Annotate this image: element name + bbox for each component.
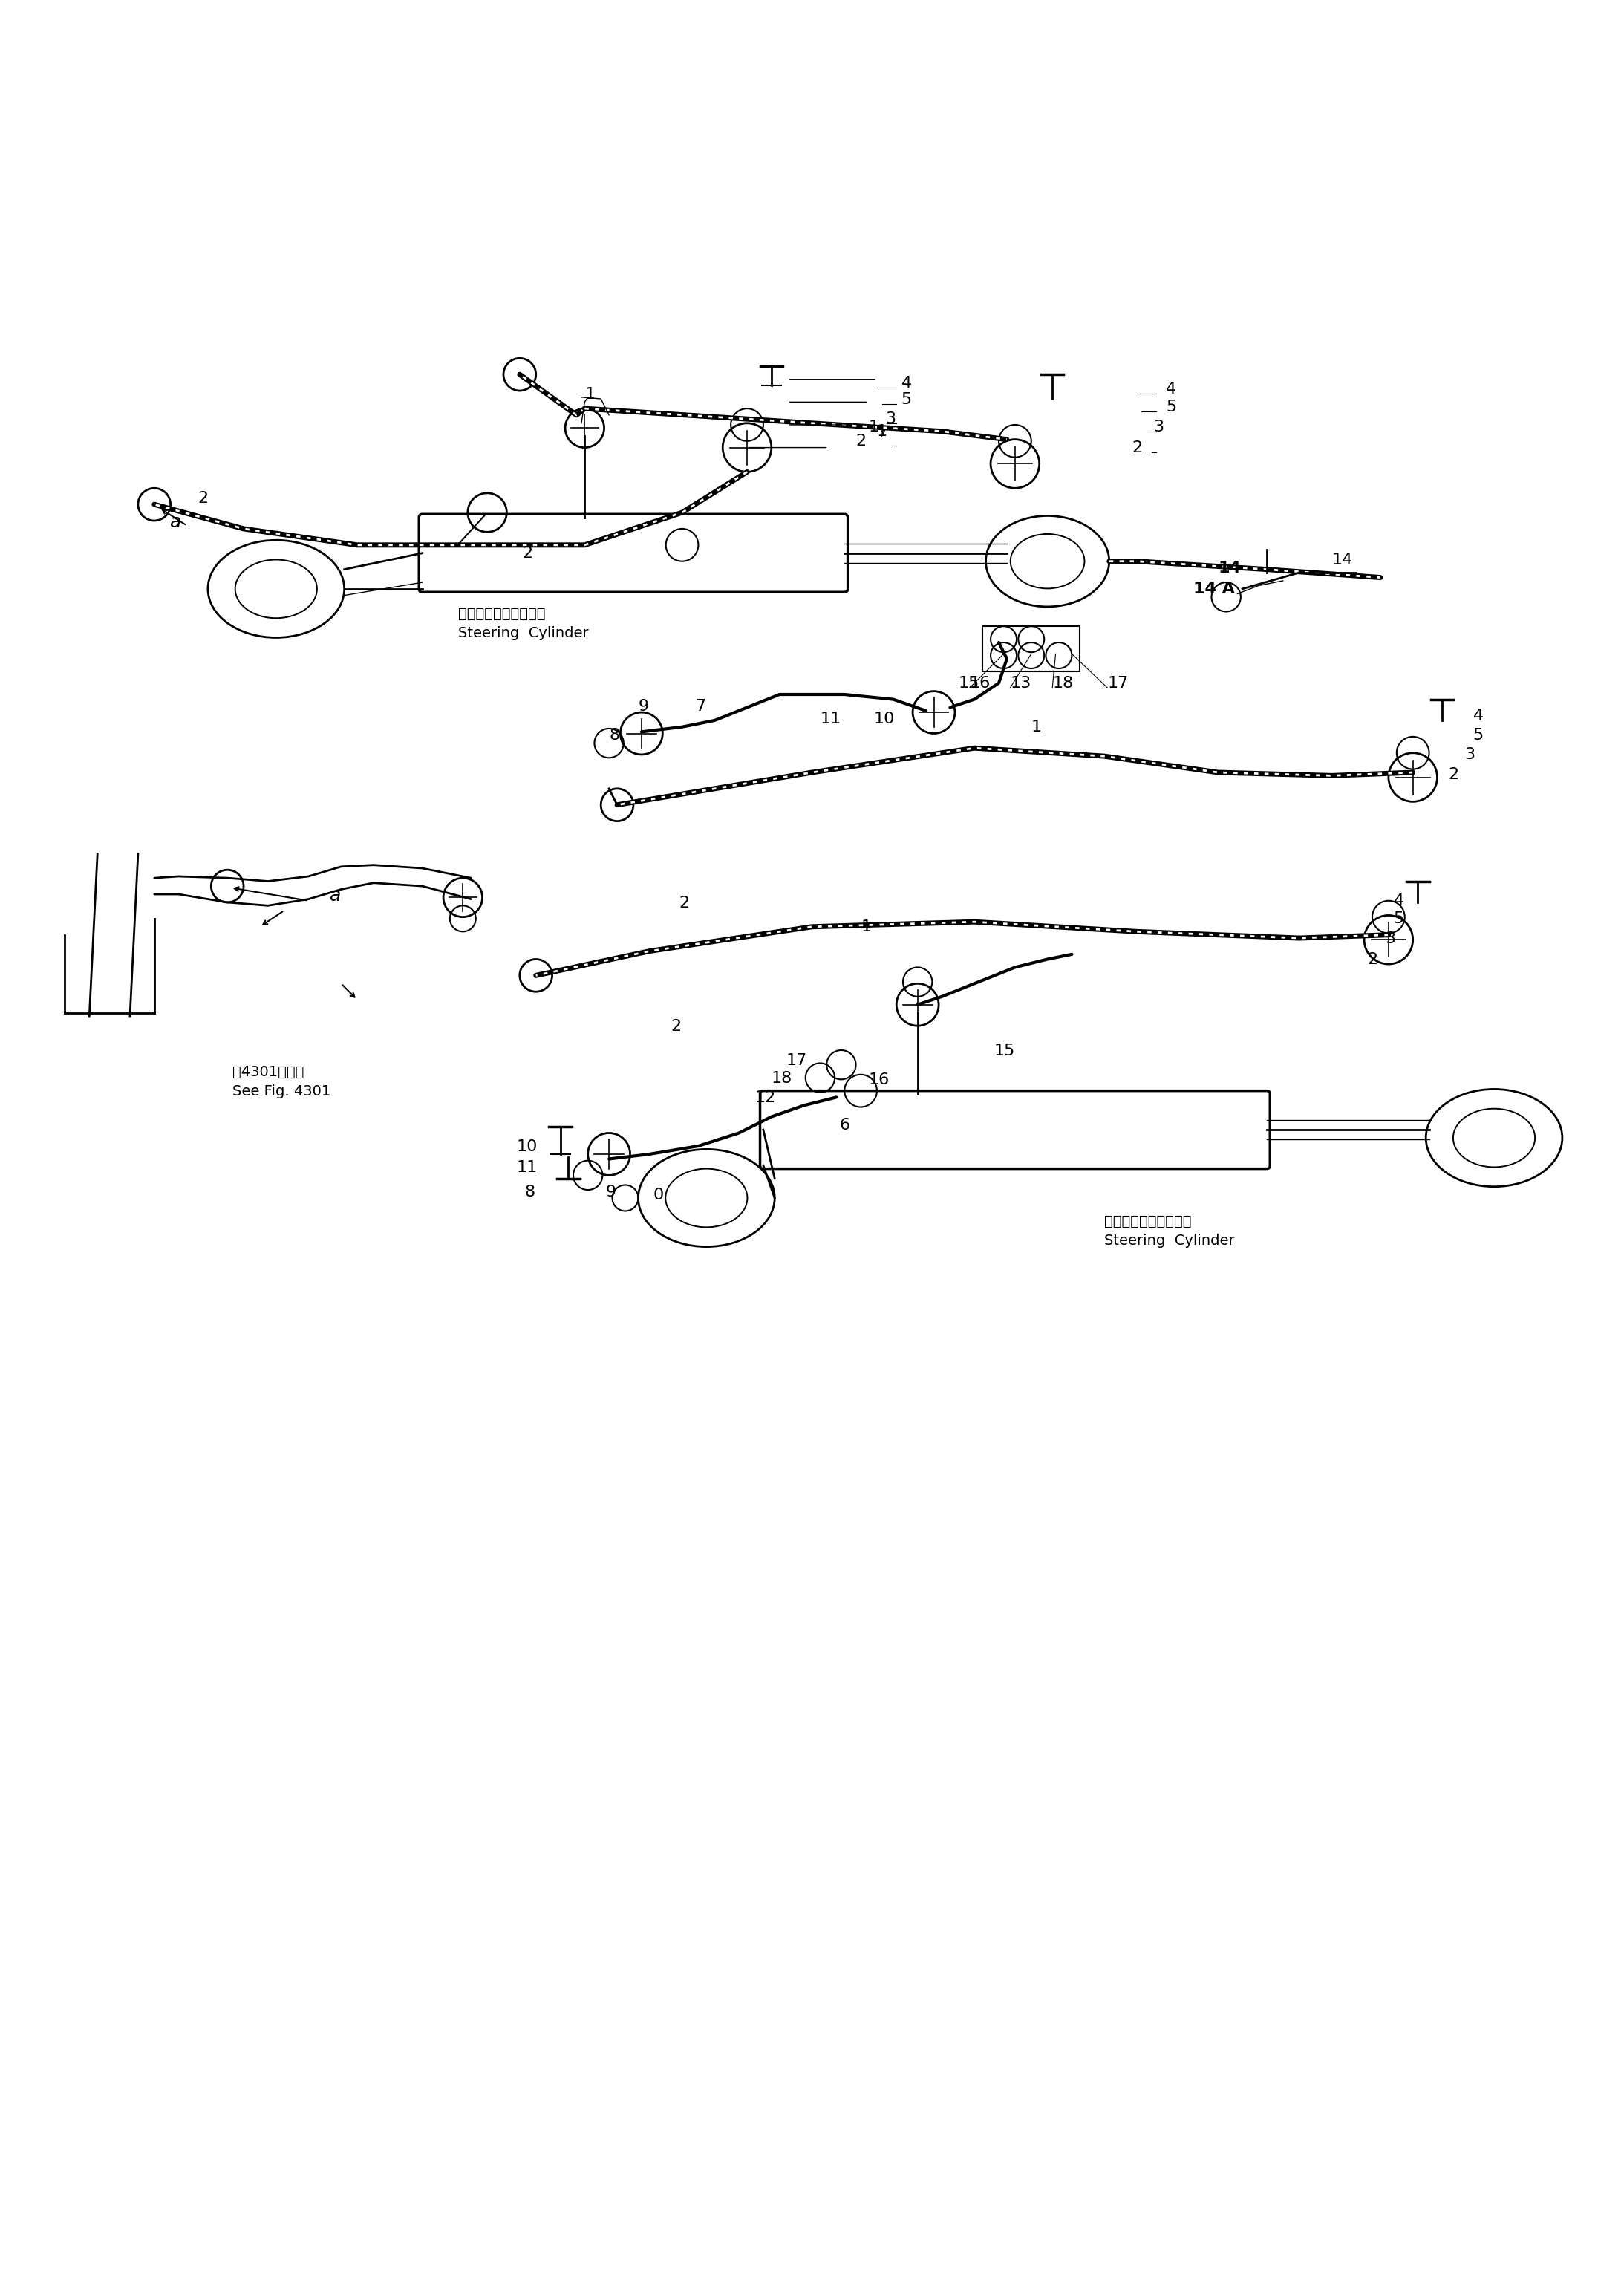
Text: 5: 5 xyxy=(1393,912,1405,926)
Text: 15: 15 xyxy=(994,1043,1015,1059)
Text: 0: 0 xyxy=(653,1187,664,1203)
Text: 1: 1 xyxy=(585,387,594,401)
Text: 10: 10 xyxy=(874,713,895,727)
Text: 1: 1 xyxy=(1031,720,1041,736)
Text: 7: 7 xyxy=(695,699,705,713)
Text: 18: 18 xyxy=(771,1070,793,1086)
Text: 3: 3 xyxy=(1153,419,1163,433)
Circle shape xyxy=(588,1132,630,1176)
Text: 17: 17 xyxy=(1108,676,1129,690)
Text: 4: 4 xyxy=(1166,383,1176,397)
Text: 2: 2 xyxy=(198,490,208,507)
Text: 14: 14 xyxy=(1218,562,1241,575)
Text: 11: 11 xyxy=(516,1160,538,1176)
Text: 8: 8 xyxy=(525,1185,534,1199)
Text: a: a xyxy=(330,887,341,905)
Text: 4: 4 xyxy=(1393,894,1403,908)
Text: 1: 1 xyxy=(869,419,879,433)
Text: 9: 9 xyxy=(638,699,648,713)
Text: 2: 2 xyxy=(1367,951,1377,967)
Circle shape xyxy=(913,692,955,733)
Text: 16: 16 xyxy=(970,676,991,690)
Text: 5: 5 xyxy=(1166,399,1177,415)
Text: 17: 17 xyxy=(786,1052,807,1068)
Circle shape xyxy=(1389,752,1437,802)
Text: 3: 3 xyxy=(885,410,895,426)
Text: ステアリングシリンダ: ステアリングシリンダ xyxy=(458,607,546,621)
Text: 14: 14 xyxy=(1332,552,1353,568)
Text: 3: 3 xyxy=(1385,931,1395,947)
Circle shape xyxy=(991,440,1039,488)
Circle shape xyxy=(896,983,939,1027)
Text: 2: 2 xyxy=(1449,768,1458,782)
Text: 5: 5 xyxy=(1473,729,1484,743)
Text: 10: 10 xyxy=(516,1139,538,1153)
Circle shape xyxy=(1364,915,1413,965)
Text: 第4301図参照: 第4301図参照 xyxy=(232,1066,304,1080)
Text: 8: 8 xyxy=(609,729,619,743)
Text: 2: 2 xyxy=(679,896,689,910)
Circle shape xyxy=(443,878,482,917)
Text: a: a xyxy=(169,513,182,532)
Text: 14 A: 14 A xyxy=(1194,582,1236,596)
Text: 1: 1 xyxy=(861,919,870,935)
Circle shape xyxy=(723,424,771,472)
Text: 6: 6 xyxy=(840,1118,849,1132)
FancyBboxPatch shape xyxy=(419,513,848,591)
Text: Steering  Cylinder: Steering Cylinder xyxy=(458,626,588,639)
Text: 2: 2 xyxy=(671,1018,680,1034)
FancyBboxPatch shape xyxy=(760,1091,1270,1169)
Text: 4: 4 xyxy=(1473,708,1483,724)
Text: 1: 1 xyxy=(877,424,887,440)
Text: 4: 4 xyxy=(901,376,911,390)
Text: 2: 2 xyxy=(1132,440,1142,456)
Text: 3: 3 xyxy=(1465,747,1475,763)
Text: 5: 5 xyxy=(901,392,913,406)
Circle shape xyxy=(620,713,663,754)
Text: Steering  Cylinder: Steering Cylinder xyxy=(1104,1233,1234,1249)
Text: See Fig. 4301: See Fig. 4301 xyxy=(232,1084,330,1098)
Circle shape xyxy=(565,408,604,447)
Text: 16: 16 xyxy=(869,1073,890,1086)
Text: 18: 18 xyxy=(1052,676,1073,690)
Text: 2: 2 xyxy=(523,545,533,562)
Text: 11: 11 xyxy=(820,713,841,727)
Text: 12: 12 xyxy=(755,1091,776,1105)
Text: 15: 15 xyxy=(958,676,979,690)
Text: ステアリングシリンダ: ステアリングシリンダ xyxy=(1104,1215,1192,1229)
Text: 2: 2 xyxy=(856,433,866,449)
Text: 13: 13 xyxy=(1010,676,1031,690)
Text: 9: 9 xyxy=(606,1185,615,1199)
